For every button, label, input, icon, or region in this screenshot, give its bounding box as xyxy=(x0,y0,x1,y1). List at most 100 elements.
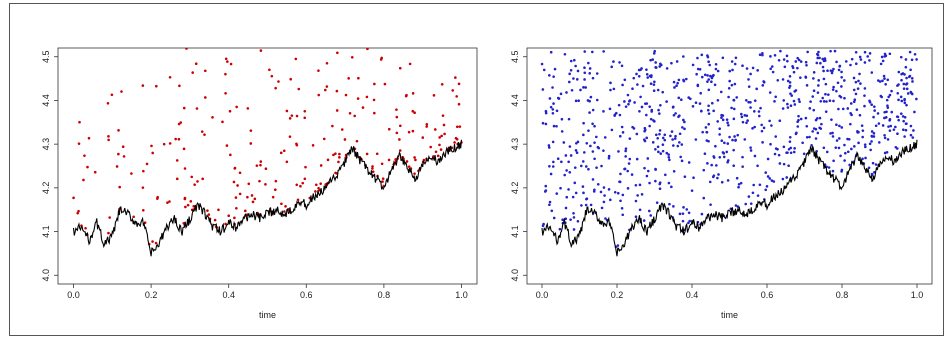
plot-box xyxy=(526,47,933,285)
scatter-point xyxy=(654,66,657,69)
scatter-point xyxy=(888,118,892,121)
scatter-point xyxy=(221,120,224,124)
scatter-point xyxy=(797,114,800,118)
scatter-point xyxy=(443,132,446,136)
scatter-point xyxy=(651,58,655,61)
scatter-point xyxy=(844,151,847,155)
scatter-point xyxy=(825,100,828,103)
scatter-point xyxy=(720,180,724,184)
scatter-point xyxy=(564,154,568,157)
scatter-point xyxy=(303,177,307,181)
scatter-point xyxy=(690,189,694,192)
scatter-point xyxy=(344,93,348,97)
scatter-point xyxy=(770,124,773,127)
scatter-point xyxy=(854,80,858,84)
scatter-point xyxy=(548,164,551,168)
scatter-point xyxy=(552,102,555,105)
scatter-point xyxy=(303,116,307,120)
scatter-point xyxy=(612,87,616,91)
scatter-point xyxy=(661,149,665,153)
scatter-point xyxy=(150,144,153,148)
scatter-point xyxy=(727,95,730,99)
scatter-point xyxy=(751,127,754,130)
scatter-point xyxy=(786,151,789,154)
scatter-point xyxy=(618,61,621,64)
scatter-point xyxy=(285,160,289,164)
scatter-point xyxy=(695,72,698,76)
scatter-point xyxy=(568,170,572,174)
scatter-point xyxy=(602,110,605,113)
scatter-point xyxy=(556,157,560,160)
scatter-point xyxy=(155,84,158,88)
scatter-point xyxy=(707,78,711,81)
scatter-point xyxy=(782,58,786,61)
scatter-point xyxy=(582,121,585,125)
scatter-point xyxy=(753,110,756,113)
scatter-point xyxy=(288,135,292,138)
scatter-point xyxy=(896,91,900,95)
scatter-point xyxy=(289,77,293,81)
scatter-point xyxy=(808,107,812,110)
scatter-point xyxy=(888,52,892,56)
scatter-point xyxy=(381,180,384,183)
scatter-point xyxy=(776,147,779,151)
scatter-point xyxy=(903,116,907,119)
scatter-point xyxy=(709,74,712,78)
scatter-point xyxy=(773,53,777,57)
scatter-point xyxy=(912,129,915,132)
scatter-point xyxy=(872,132,876,135)
scatter-point xyxy=(848,163,851,167)
scatter-point xyxy=(904,58,908,61)
scatter-point xyxy=(570,88,574,92)
scatter-point xyxy=(815,52,819,56)
scatter-point xyxy=(858,55,862,59)
scatter-point xyxy=(837,137,841,140)
scatter-point xyxy=(258,179,261,183)
scatter-point xyxy=(843,79,846,82)
scatter-point xyxy=(682,118,685,122)
scatter-point xyxy=(852,88,856,92)
scatter-point xyxy=(760,129,764,133)
scatter-point xyxy=(600,164,603,168)
price-path-line xyxy=(541,139,918,257)
scatter-point xyxy=(650,110,653,113)
scatter-point xyxy=(756,194,760,197)
scatter-point xyxy=(628,99,632,102)
scatter-point xyxy=(183,197,187,201)
scatter-point xyxy=(821,57,824,61)
scatter-point xyxy=(569,154,573,157)
scatter-point xyxy=(574,191,578,195)
scatter-point xyxy=(740,115,744,119)
scatter-point xyxy=(565,195,569,199)
scatter-point xyxy=(822,59,826,63)
scatter-point xyxy=(846,150,850,154)
scatter-point xyxy=(634,199,638,203)
y-tick-label: 4.3 xyxy=(41,138,51,151)
scatter-point xyxy=(777,153,781,157)
scatter-point xyxy=(681,212,685,215)
scatter-point xyxy=(264,183,267,186)
scatter-point xyxy=(778,162,782,165)
x-tick-label: 1.0 xyxy=(455,290,468,300)
scatter-point xyxy=(741,165,744,168)
scatter-point xyxy=(421,136,425,139)
scatter-point xyxy=(115,165,119,168)
scatter-point xyxy=(455,95,459,98)
scatter-point xyxy=(899,55,903,59)
scatter-point xyxy=(883,110,886,114)
scatter-point xyxy=(770,65,774,68)
scatter-point xyxy=(661,143,665,146)
scatter-point xyxy=(746,119,749,122)
scatter-point xyxy=(551,108,555,111)
scatter-point xyxy=(413,172,416,175)
scatter-point xyxy=(831,169,835,173)
scatter-point xyxy=(773,152,777,156)
scatter-point xyxy=(870,140,873,143)
scatter-point xyxy=(132,215,135,219)
scatter-point xyxy=(107,231,110,235)
scatter-point xyxy=(175,159,179,162)
scatter-point xyxy=(558,227,562,231)
scatter-point xyxy=(645,68,648,71)
scatter-point xyxy=(636,83,639,86)
scatter-point xyxy=(648,124,651,128)
